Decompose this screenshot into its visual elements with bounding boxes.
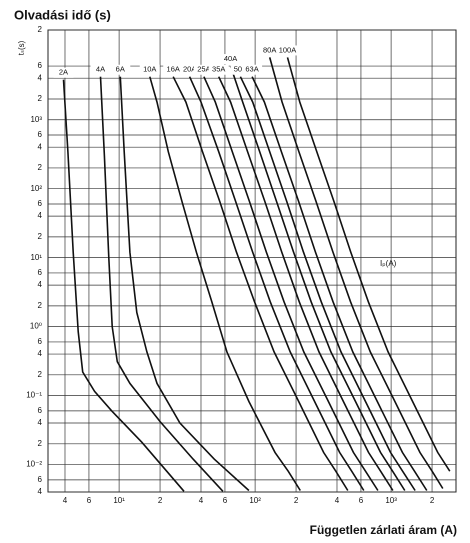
fuse-curve (239, 76, 416, 491)
curve-label: 100A (279, 45, 297, 54)
y-tick-label: 2 (38, 301, 43, 310)
y-tick-label: 6 (38, 199, 43, 208)
x-tick-label: 6 (87, 496, 92, 505)
fuse-curve (99, 76, 224, 492)
x-inner-label: Iₚ(A) (380, 259, 397, 268)
chart-title: Olvadási idő (s) (14, 7, 111, 22)
curve-label: 80A (263, 45, 276, 54)
x-tick-label: 6 (359, 496, 364, 505)
curve-label: 25A (197, 65, 210, 74)
y-tick-label: 2 (38, 439, 43, 448)
curve-label-bg (230, 64, 251, 75)
y-tick-label: 6 (38, 406, 43, 415)
y-tick-label: 10⁰ (30, 322, 42, 331)
fuse-curve (251, 76, 428, 491)
x-tick-label: 4 (63, 496, 68, 505)
y-tick-label: 10⁻¹ (26, 391, 42, 400)
curve-label: 2A (59, 68, 68, 77)
y-tick-label: 4 (38, 142, 43, 151)
y-tick-label: 2 (38, 370, 43, 379)
y-tick-label: 10³ (30, 115, 42, 124)
curve-label: 35A (212, 65, 225, 74)
curve-label-bg (179, 64, 200, 75)
y-tick-label: 4 (38, 280, 43, 289)
curve-label-bg (277, 45, 298, 56)
y-tick-label: 10⁻² (26, 460, 42, 469)
x-tick-label: 10² (249, 496, 261, 505)
x-axis-title: Független zárlati áram (A) (310, 523, 457, 537)
y-tick-label: 10¹ (30, 253, 42, 262)
y-tick-label: 4 (38, 211, 43, 220)
curve-label-bg (208, 64, 229, 75)
y-tick-label: 6 (38, 130, 43, 139)
fuse-curve (217, 76, 394, 491)
fuse-curve (188, 76, 365, 491)
fuse-curve (286, 57, 451, 472)
curve-label-bg (163, 64, 184, 75)
x-tick-label: 10³ (385, 496, 397, 505)
y-tick-label: 6 (38, 268, 43, 277)
curve-label-bg (139, 64, 160, 75)
x-tick-label: 2 (430, 496, 435, 505)
fuse-curve (119, 76, 250, 492)
fuse-curve (268, 57, 444, 489)
curve-label: 4A (96, 65, 105, 74)
curve-label-bg (220, 54, 241, 65)
curve-label: 10A (143, 65, 156, 74)
x-tick-label: 4 (335, 496, 340, 505)
y-tick-label: 4 (38, 418, 43, 427)
fuse-curve (62, 79, 185, 492)
y-tick-label: 6 (38, 337, 43, 346)
curve-label: 16A (167, 65, 180, 74)
y-tick-label: 2 (38, 163, 43, 172)
y-tick-label: 10² (30, 184, 42, 193)
curve-label-bg (242, 64, 263, 75)
curve-label: 63A (245, 65, 258, 74)
curve-label-bg (53, 67, 74, 78)
curve-label-bg (110, 64, 131, 75)
y-tick-label: 6 (38, 61, 43, 70)
curve-label: 20A (183, 65, 196, 74)
y-tick-label: 2 (38, 25, 43, 34)
y-tick-label: 4 (38, 487, 43, 496)
x-tick-label: 2 (294, 496, 299, 505)
y-axis-title: tₛ(s) (17, 40, 26, 55)
fuse-curve (229, 65, 406, 491)
x-tick-label: 4 (199, 496, 204, 505)
curve-label: 50A (234, 65, 247, 74)
curve-label-bg (193, 64, 214, 75)
fuse-curve (172, 76, 349, 491)
curve-label-bg (90, 64, 111, 75)
y-tick-label: 4 (38, 73, 43, 82)
y-tick-label: 4 (38, 349, 43, 358)
fuse-curve (149, 76, 301, 491)
curve-label-bg (259, 45, 280, 56)
y-tick-label: 2 (38, 232, 43, 241)
x-tick-label: 6 (223, 496, 228, 505)
curve-label: 40A (224, 54, 237, 63)
y-tick-label: 2 (38, 94, 43, 103)
y-tick-label: 6 (38, 475, 43, 484)
curve-label: 6A (116, 65, 125, 74)
x-tick-label: 2 (158, 496, 163, 505)
x-tick-label: 10¹ (113, 496, 125, 505)
fuse-curve (203, 76, 379, 491)
